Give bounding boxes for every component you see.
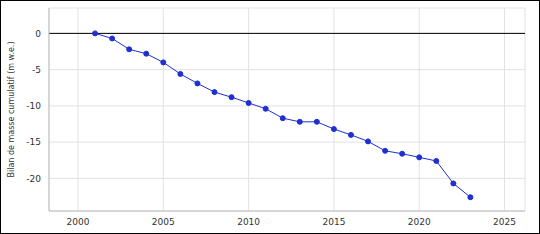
svg-text:2010: 2010 <box>237 217 260 227</box>
svg-text:2005: 2005 <box>152 217 175 227</box>
svg-text:2025: 2025 <box>493 217 516 227</box>
svg-text:2000: 2000 <box>67 217 90 227</box>
svg-text:-20: -20 <box>26 174 41 184</box>
svg-text:0: 0 <box>35 29 41 39</box>
svg-text:2015: 2015 <box>322 217 345 227</box>
svg-text:2020: 2020 <box>408 217 431 227</box>
svg-text:-5: -5 <box>32 65 41 75</box>
svg-text:Bilan de masse cumulatif (m w.: Bilan de masse cumulatif (m w.e.) <box>8 41 16 177</box>
svg-text:-10: -10 <box>26 101 41 111</box>
svg-text:-15: -15 <box>26 137 41 147</box>
